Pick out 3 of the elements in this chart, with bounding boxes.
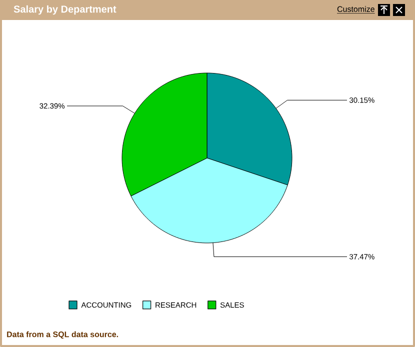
text: Customize bbox=[337, 6, 374, 12]
chart-title: Salary by Department bbox=[14, 5, 116, 15]
text: Data from a SQL data source. bbox=[7, 331, 118, 339]
